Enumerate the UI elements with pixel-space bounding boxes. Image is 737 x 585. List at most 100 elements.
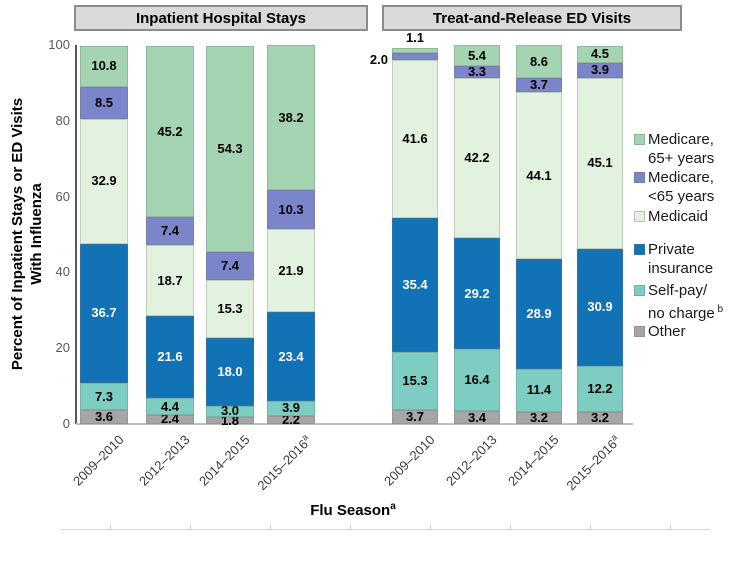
bar-value-label: 3.0: [220, 403, 240, 419]
bar-segment: [392, 351, 438, 410]
bar-segment: [80, 118, 128, 244]
bar-segment: [516, 91, 562, 260]
bar-value-label: 7.4: [220, 257, 240, 273]
bar-segment: [392, 48, 438, 53]
bar-value-label: 1.1: [405, 30, 425, 46]
bar-value-label: 21.6: [157, 349, 183, 365]
bar-segment: [80, 45, 128, 87]
bar-segment: [267, 45, 315, 191]
bar-value-label: 12.2: [587, 380, 613, 396]
bar-value-label: 3.9: [281, 400, 301, 416]
bar-segment: [267, 229, 315, 313]
bottom-decorative-tick: [510, 525, 511, 530]
bar-value-label: 44.1: [526, 167, 552, 183]
bar-segment: [454, 65, 500, 79]
y-tick-label: 40: [55, 264, 70, 280]
bar-value-label: 8.6: [529, 53, 549, 69]
panel-title-inpatient: Inpatient Hospital Stays: [74, 5, 368, 31]
bar-segment: [267, 400, 315, 416]
legend-label-self-pay: Self-pay/no charge b: [648, 282, 724, 322]
y-axis-line: [75, 45, 77, 424]
bar-value-label: 3.3: [467, 64, 487, 80]
bar-segment: [577, 248, 623, 366]
bar-segment: [516, 368, 562, 412]
bar-segment: [206, 279, 254, 338]
bar-segment: [206, 417, 254, 424]
bar-segment: [146, 245, 194, 317]
legend-label-other: Other: [648, 323, 686, 340]
bar-value-label: 3.7: [529, 76, 549, 92]
y-axis-title-line2: With Influenza: [28, 183, 45, 285]
bar-value-label: 36.7: [91, 305, 117, 321]
x-axis-title-superscript: a: [390, 501, 396, 512]
bar-value-label: 3.4: [467, 409, 487, 425]
bar-segment: [454, 238, 500, 349]
y-axis-title: Percent of Inpatient Stays or ED Visits …: [8, 98, 46, 370]
bar-segment: [516, 259, 562, 369]
legend-swatch-private-insurance: [634, 244, 645, 255]
bar-value-label: 28.9: [526, 305, 552, 321]
legend-item-self-pay: Self-pay/no charge b: [634, 281, 723, 323]
y-axis-title-line1: Percent of Inpatient Stays or ED Visits: [9, 97, 26, 371]
bar-value-label: 18.0: [217, 363, 243, 379]
bottom-decorative-tick: [430, 525, 431, 530]
bottom-decorative-tick: [270, 525, 271, 530]
y-tick-label: 0: [62, 416, 70, 431]
bottom-decorative-tick: [110, 525, 111, 530]
y-tick-label: 100: [48, 37, 70, 52]
legend-label-medicaid: Medicaid: [648, 208, 709, 225]
bar-value-label: 41.6: [402, 130, 428, 146]
x-axis-title: Flu Seasona: [253, 501, 453, 519]
bar-segment: [267, 190, 315, 230]
legend-label-private-insurance: Private insurance: [648, 241, 714, 277]
bar-value-label: 16.4: [464, 372, 490, 388]
bar-value-label: 35.4: [402, 276, 428, 292]
bar-value-label: 45.2: [157, 123, 183, 139]
bottom-decorative-line: [60, 529, 710, 530]
bar-segment: [454, 411, 500, 424]
bar-segment: [206, 337, 254, 406]
panel-title-ed-visits: Treat-and-Release ED Visits: [382, 5, 682, 31]
bar-value-label: 42.2: [464, 150, 490, 166]
bar-value-label: 5.4: [467, 47, 487, 63]
bar-segment: [206, 251, 254, 280]
bar-segment: [80, 382, 128, 411]
bar-value-label: 23.4: [278, 348, 304, 364]
bar-value-label: 4.4: [160, 398, 180, 414]
legend-swatch-medicaid: [634, 211, 645, 222]
bar-segment: [146, 414, 194, 424]
bottom-decorative-tick: [590, 525, 591, 530]
legend-item-medicaid: Medicaid: [634, 207, 708, 226]
bar-segment: [80, 243, 128, 383]
bar-segment: [577, 77, 623, 249]
bar-segment: [267, 312, 315, 401]
bar-segment: [577, 411, 623, 424]
bar-segment: [392, 409, 438, 424]
bar-segment: [146, 217, 194, 246]
bar-value-label: 3.2: [529, 409, 549, 425]
bar-segment: [454, 348, 500, 412]
bar-value-label: 11.4: [526, 382, 552, 398]
bar-segment: [516, 411, 562, 424]
bar-segment: [577, 365, 623, 412]
bar-segment: [577, 62, 623, 78]
legend-swatch-other: [634, 326, 645, 337]
bar-value-label: 15.3: [217, 300, 243, 316]
bar-value-label: 10.8: [91, 58, 117, 74]
legend-superscript: b: [714, 304, 724, 315]
bar-segment: [516, 45, 562, 78]
bar-value-label: 3.9: [590, 62, 610, 78]
bar-value-label: 8.5: [94, 94, 114, 110]
bar-value-label: 54.3: [217, 140, 243, 156]
bar-value-label: 10.3: [278, 201, 304, 217]
bar-segment: [146, 46, 194, 218]
bar-value-label: 3.2: [590, 409, 610, 425]
legend-swatch-self-pay: [634, 285, 645, 296]
bar-segment: [392, 60, 438, 218]
legend-item-other: Other: [634, 322, 686, 341]
y-tick-label: 60: [55, 188, 70, 204]
bar-value-label: 7.3: [94, 388, 114, 404]
bar-segment: [206, 405, 254, 418]
bar-value-label: 45.1: [587, 155, 613, 171]
y-tick-label: 20: [55, 340, 70, 356]
